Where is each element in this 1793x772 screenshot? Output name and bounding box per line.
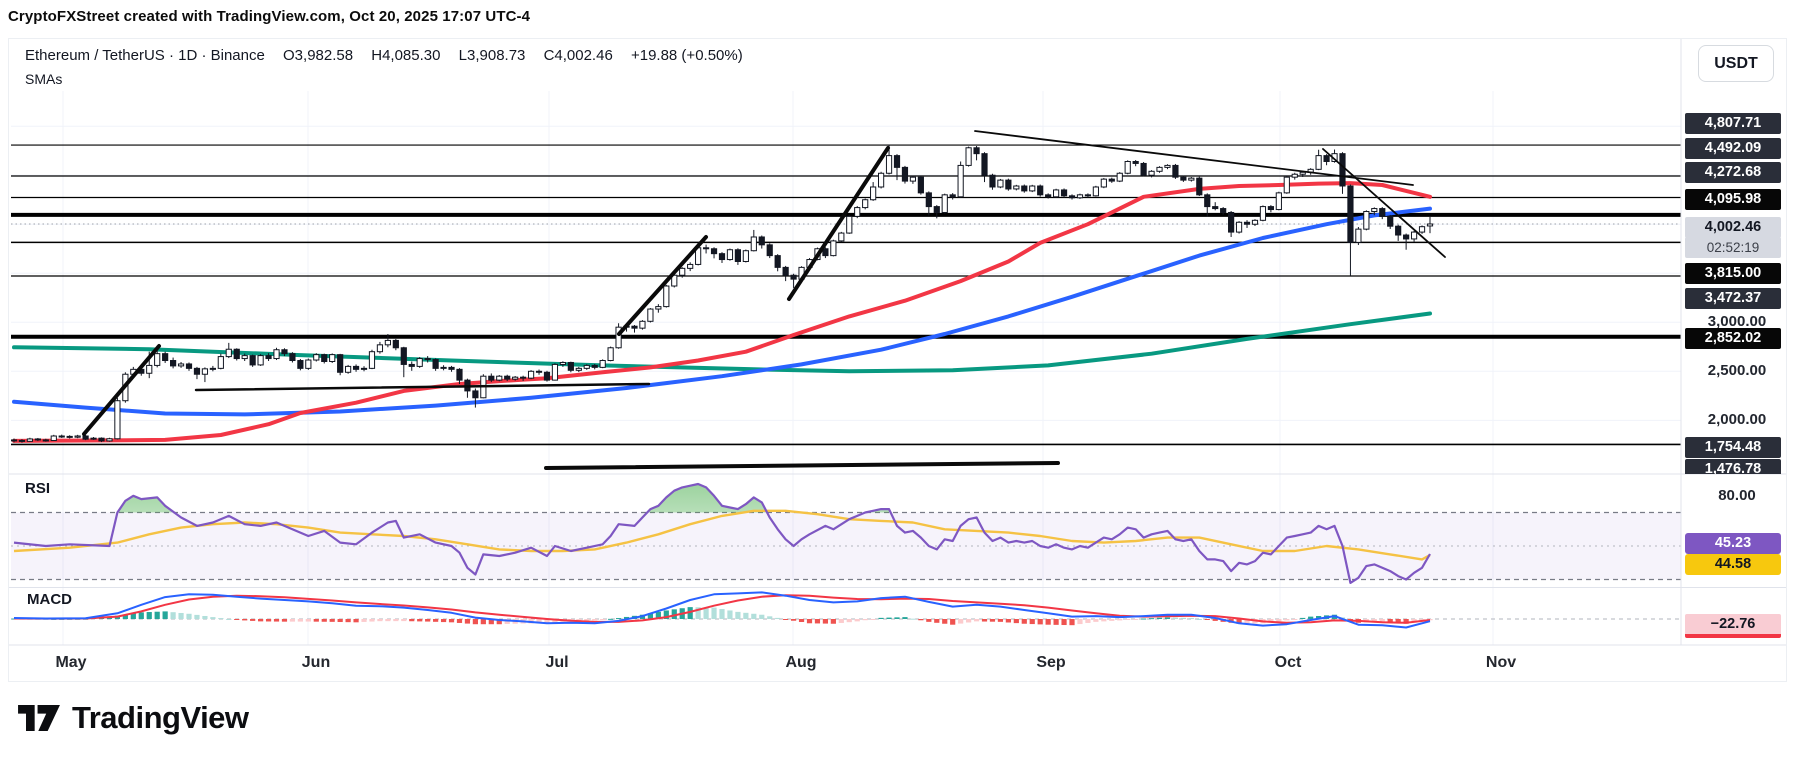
time-label-oct: Oct [1274,654,1302,671]
price-axis-label: 3,000.00 [1707,313,1767,330]
price-badge-dark: 1,476.78 [1685,459,1781,474]
time-label-may: May [55,654,87,671]
tradingview-logo-icon [18,705,60,731]
rsi-badge-purple: 45.23 [1685,533,1781,554]
smas-indicator-label[interactable]: SMAs [25,71,63,87]
time-label-nov: Nov [1485,654,1517,671]
macd-axis[interactable]: −22.76 [1683,587,1786,645]
price-change: +19.88 (+0.50%) [630,47,743,64]
time-axis[interactable]: May Jun Jul Aug Sep Oct Nov [9,645,1681,681]
price-badge-dark: 4,492.09 [1685,138,1781,159]
price-badge-black: 3,815.00 [1685,263,1781,284]
ohlc-open: O3,982.58 [283,47,354,64]
chart-legend: Ethereum / TetherUS · 1D · Binance O3,98… [25,47,743,64]
price-axis[interactable]: 3,000.00 2,500.00 2,000.00 4,807.71 4,492.09… [1683,39,1786,474]
price-badge-black: 4,095.98 [1685,189,1781,210]
time-label-jun: Jun [301,654,331,671]
symbol-title[interactable]: Ethereum / TetherUS · 1D · Binance [25,47,265,64]
macd-badge: −22.76 [1685,614,1781,638]
rsi-badge-yellow: 44.58 [1685,554,1781,575]
ohlc-close: C4,002.46 [543,47,613,64]
tradingview-logo-text: TradingView [72,700,249,735]
currency-toggle-button[interactable]: USDT [1698,45,1774,82]
time-label-aug: Aug [785,654,817,671]
rsi-axis-label: 80.00 [1718,487,1756,504]
price-badge-current: 4,002.46 [1685,217,1781,238]
attribution-text: CryptoFXStreet created with TradingView.… [8,8,531,25]
time-label-jul: Jul [545,654,569,671]
price-badge-dark: 4,807.71 [1685,113,1781,134]
macd-pane-label[interactable]: MACD [27,591,72,608]
time-label-sep: Sep [1036,654,1066,671]
ohlc-low: L3,908.73 [458,47,526,64]
price-badge-black: 2,852.02 [1685,328,1781,349]
rsi-axis[interactable]: 80.00 45.23 44.58 [1683,474,1786,587]
chart-widget: Ethereum / TetherUS · 1D · Binance O3,98… [8,38,1787,682]
price-axis-label: 2,500.00 [1707,362,1767,379]
price-badge-dark: 3,472.37 [1685,288,1781,309]
price-badge-current-sub: 02:52:19 [1685,237,1781,258]
price-badge-dark: 4,272.68 [1685,162,1781,183]
ohlc-high: H4,085.30 [371,47,441,64]
price-badge-dark: 1,754.48 [1685,437,1781,458]
tradingview-logo[interactable]: TradingView [18,700,249,736]
rsi-pane-label[interactable]: RSI [25,480,51,497]
chart-canvas[interactable] [9,39,1786,681]
price-axis-label: 2,000.00 [1707,411,1767,428]
